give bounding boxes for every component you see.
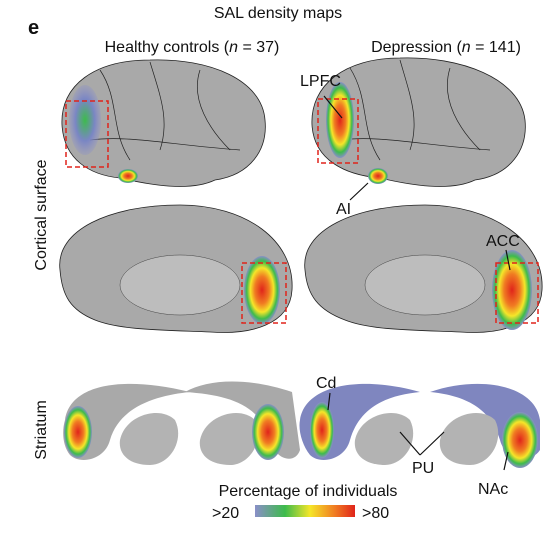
annotation: PU [412, 460, 434, 477]
lateral-brain [311, 57, 526, 187]
annotation: NAc [478, 481, 508, 498]
medial-brain [59, 204, 293, 333]
figure-title: SAL density maps [214, 5, 342, 22]
annotation: AI [336, 201, 351, 218]
leader-lines [323, 95, 511, 471]
colorbar-high: >80 [362, 505, 389, 522]
row-label: Striatum [33, 400, 50, 460]
row-label: Cortical surface [33, 159, 50, 270]
annotation: LPFC [300, 73, 341, 90]
annotation: ACC [486, 233, 520, 250]
striatum [63, 381, 540, 468]
colorbar [255, 505, 355, 517]
lateral-brain [61, 59, 266, 187]
medial-brain [304, 204, 543, 333]
column-label: Depression (n = 141) [371, 39, 521, 56]
colorbar-title: Percentage of individuals [219, 483, 398, 500]
panel-label: e [28, 17, 39, 39]
column-label: Healthy controls (n = 37) [105, 39, 280, 56]
colorbar-low: >20 [212, 505, 239, 522]
annotation: Cd [316, 375, 336, 392]
